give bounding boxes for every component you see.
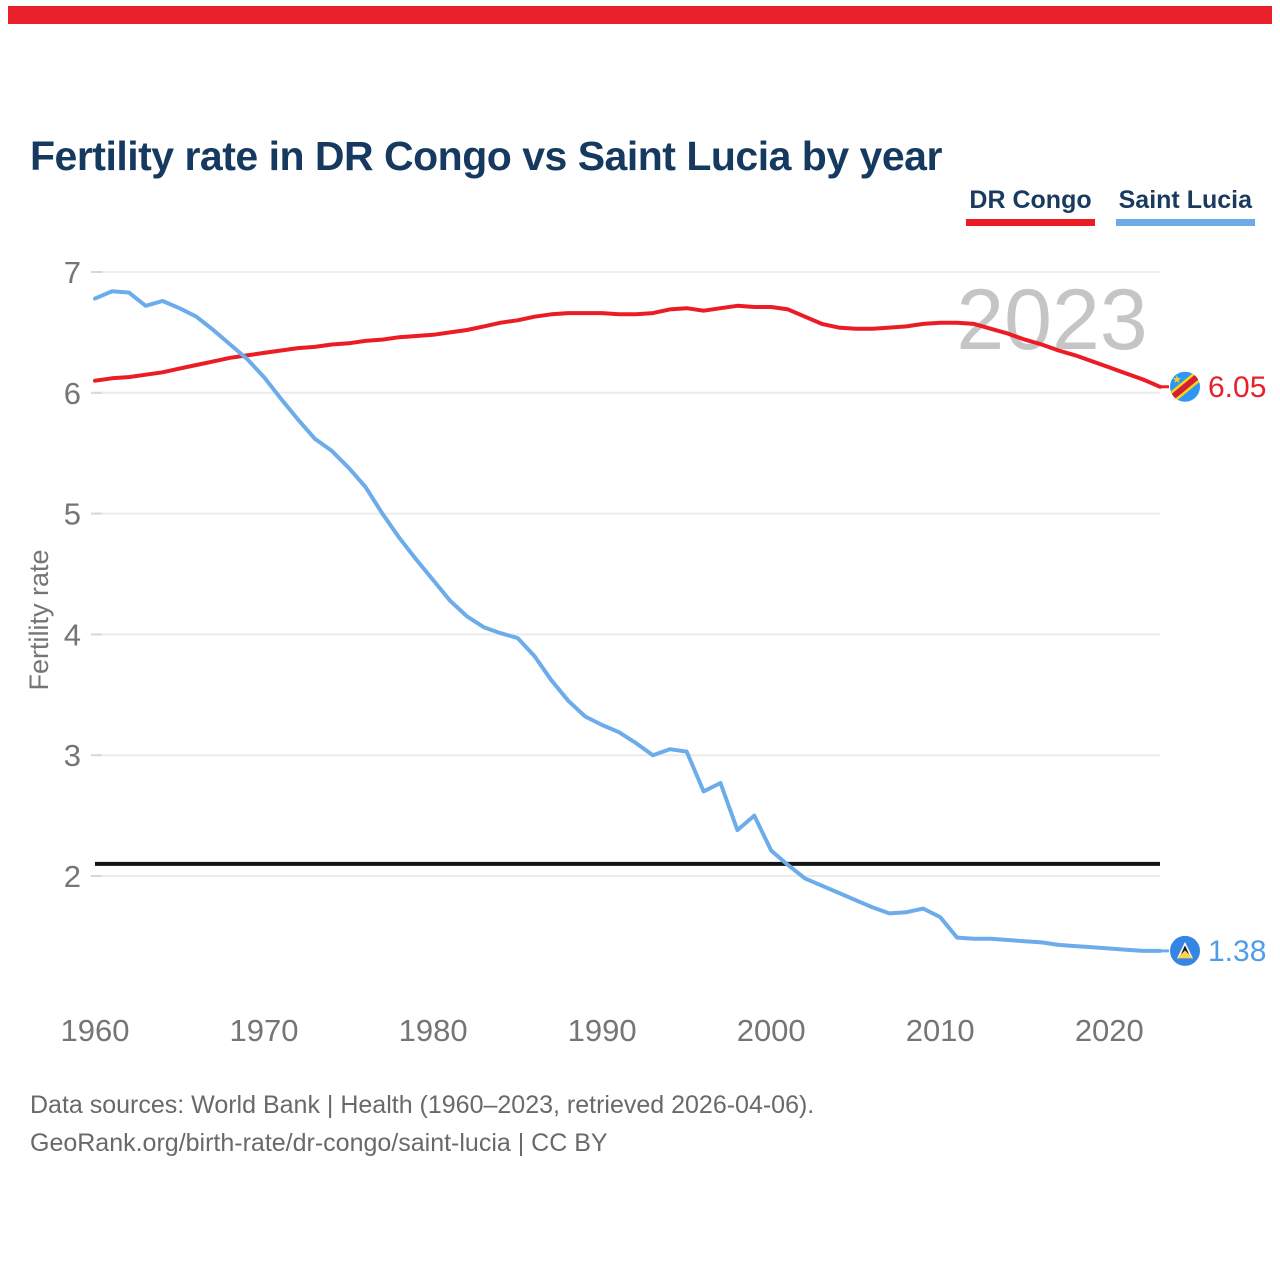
legend: DR Congo Saint Lucia — [966, 186, 1255, 226]
y-axis-title: Fertility rate — [24, 549, 54, 690]
y-tick-label: 7 — [64, 255, 81, 290]
legend-item-saint-lucia[interactable]: Saint Lucia — [1115, 186, 1255, 226]
chart-title: Fertility rate in DR Congo vs Saint Luci… — [30, 133, 942, 180]
footer-sources: Data sources: World Bank | Health (1960–… — [30, 1091, 815, 1119]
series-line-saint-lucia[interactable] — [93, 289, 1162, 953]
end-value-label-saint-lucia: 1.38 — [1208, 935, 1266, 968]
svg-text:★: ★ — [1172, 374, 1182, 386]
y-tick-label: 5 — [64, 497, 81, 532]
y-tick-label: 6 — [64, 376, 81, 411]
y-tick-label: 3 — [64, 738, 81, 773]
legend-label-saint-lucia: Saint Lucia — [1118, 186, 1252, 214]
x-tick-label: 2020 — [1075, 1013, 1144, 1048]
flag-icon-saint-lucia — [1170, 935, 1200, 966]
flag-icon-dr-congo: ★ — [1170, 371, 1200, 402]
series-line-dr-congo[interactable] — [93, 303, 1162, 389]
x-tick-label: 1960 — [61, 1013, 130, 1048]
x-tick-label: 1990 — [568, 1013, 637, 1048]
footer: Data sources: World Bank | Health (1960–… — [30, 1086, 814, 1162]
watermark-year: 2023 — [956, 272, 1147, 368]
x-tick-label: 2010 — [906, 1013, 975, 1048]
y-tick-label: 2 — [64, 859, 81, 894]
end-value-label-dr-congo: 6.05 — [1208, 371, 1266, 404]
footer-attribution: GeoRank.org/birth-rate/dr-congo/saint-lu… — [30, 1129, 608, 1157]
legend-item-dr-congo[interactable]: DR Congo — [966, 186, 1095, 226]
x-tick-label: 1970 — [230, 1013, 299, 1048]
x-tick-label: 1980 — [399, 1013, 468, 1048]
legend-label-dr-congo: DR Congo — [969, 186, 1092, 214]
brand-accent-bar — [8, 6, 1272, 24]
y-tick-label: 4 — [64, 617, 81, 652]
x-tick-label: 2000 — [737, 1013, 806, 1048]
